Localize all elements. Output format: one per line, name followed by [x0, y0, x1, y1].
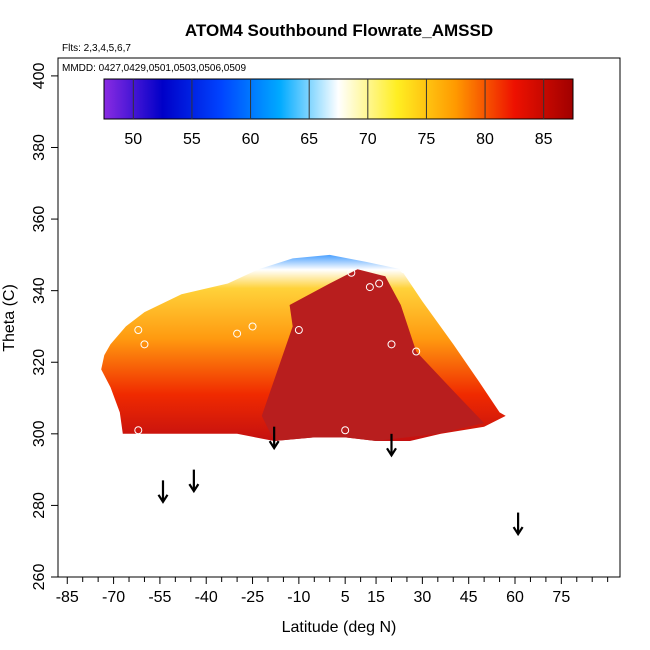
wind-arrow	[157, 480, 169, 504]
dates-note: MMDD: 0427,0429,0501,0503,0506,0509	[62, 63, 246, 74]
y-tick-label: 260	[31, 564, 48, 591]
y-tick-label: 280	[31, 492, 48, 519]
y-axis: 260 280 300 320 340 360 380 400	[31, 62, 58, 590]
colorbar-tick-label: 60	[242, 131, 260, 148]
colorbar: 50 55 60 65 70 75 80 85	[103, 78, 574, 148]
x-tick-label: 15	[367, 589, 385, 606]
x-tick-label: -40	[195, 589, 218, 606]
flights-note: Flts: 2,3,4,5,6,7	[62, 43, 131, 54]
x-tick-label: 60	[506, 589, 524, 606]
sample-point	[387, 340, 396, 349]
colorbar-tick-label: 75	[418, 131, 436, 148]
sample-point	[412, 347, 421, 356]
wind-arrow	[268, 426, 280, 451]
x-tick-label: 75	[552, 589, 570, 606]
colorbar-tick-label: 55	[183, 131, 201, 148]
x-tick-label: 5	[341, 589, 350, 606]
sample-point	[294, 326, 303, 335]
colorbar-tick-label: 50	[124, 131, 142, 148]
x-axis: -85 -70 -55 -40 -25 -10 5 15 30 45 60 75	[56, 577, 609, 606]
sample-point	[248, 322, 257, 331]
sample-point	[375, 279, 384, 288]
x-axis-label: Latitude (deg N)	[282, 619, 397, 636]
sample-points	[134, 265, 421, 435]
sample-point	[365, 283, 374, 292]
sample-point	[140, 340, 149, 349]
chart-title: ATOM4 Southbound Flowrate_AMSSD	[185, 21, 493, 40]
y-tick-label: 360	[31, 206, 48, 233]
colorbar-tick-label: 85	[535, 131, 553, 148]
x-tick-label: 30	[413, 589, 431, 606]
x-tick-label: -25	[241, 589, 264, 606]
sample-point	[399, 265, 408, 274]
sample-point	[341, 426, 350, 435]
y-tick-label: 400	[31, 62, 48, 89]
wind-arrow	[512, 512, 524, 537]
x-tick-label: -70	[102, 589, 125, 606]
colorbar-gradient	[103, 78, 574, 120]
x-tick-label: -55	[148, 589, 171, 606]
wind-arrows	[157, 426, 524, 537]
x-tick-label: -85	[56, 589, 79, 606]
colorbar-tick-label: 80	[476, 131, 494, 148]
y-tick-label: 380	[31, 134, 48, 161]
y-axis-label: Theta (C)	[1, 284, 18, 352]
plot-area: MMDD: 0427,0429,0501,0503,0506,0509 50 55…	[57, 57, 621, 578]
sample-point	[134, 426, 143, 435]
plot-frame	[57, 57, 621, 578]
y-tick-label: 300	[31, 420, 48, 447]
sample-point	[134, 326, 143, 335]
colorbar-tick-label: 70	[359, 131, 377, 148]
colorbar-ticks: 50 55 60 65 70 75 80 85	[124, 79, 553, 148]
y-tick-label: 320	[31, 349, 48, 376]
heatmap-field	[101, 254, 506, 441]
x-tick-label: -10	[287, 589, 310, 606]
wind-arrow	[386, 433, 397, 458]
sample-point	[233, 329, 242, 338]
field-core	[261, 269, 485, 441]
x-tick-label: 45	[460, 589, 478, 606]
wind-arrow	[188, 469, 200, 494]
sample-point	[347, 268, 356, 277]
y-tick-label: 340	[31, 277, 48, 304]
colorbar-tick-label: 65	[300, 131, 318, 148]
